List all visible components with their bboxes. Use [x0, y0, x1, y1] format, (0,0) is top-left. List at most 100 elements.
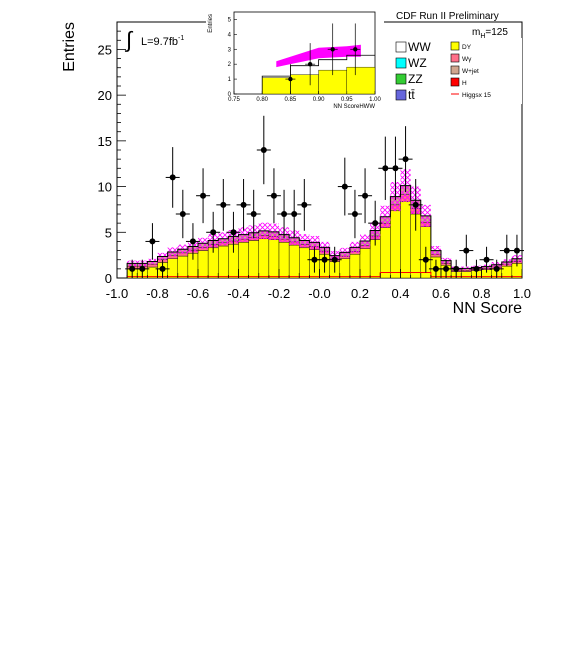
main-data-point-18	[311, 256, 318, 263]
inset-x-tick-label-5: 1.00	[369, 97, 381, 103]
mass-value: =125	[485, 27, 508, 38]
main-data-point-10	[230, 229, 237, 236]
main-data-point-19	[321, 256, 328, 263]
inset-y-tick-label-0: 0	[228, 92, 232, 98]
legend-label-wz: WZ	[408, 56, 427, 70]
luminosity-label: ∫ L=9.7fb-1	[124, 27, 184, 52]
main-data-point-27	[402, 156, 409, 163]
legend: WW WZ ZZ tt̄ DY Wγ W+jet H Higgsx 15	[390, 38, 522, 104]
inset-x-axis-title: NN ScoreHWW	[333, 104, 375, 110]
main-y-tick-label-2: 10	[98, 180, 112, 195]
main-data-point-15	[281, 211, 288, 217]
luminosity-text: L=9.7fb-1	[141, 35, 184, 48]
inset-bar-dy-3	[346, 66, 376, 95]
main-data-point-25	[382, 165, 389, 172]
main-data-point-34	[473, 265, 480, 272]
main-x-tick-label-10: 1.0	[513, 286, 531, 301]
inset-x-tick-label-4: 0.95	[341, 97, 353, 103]
main-bar-dy-9	[218, 245, 229, 279]
main-data-point-12	[250, 211, 257, 217]
main-bar-dy-13	[258, 238, 270, 279]
inset-data-point-2	[330, 47, 335, 52]
main-data-point-28	[412, 201, 419, 208]
main-data-point-8	[210, 229, 217, 236]
main-bar-dy-12	[248, 240, 259, 279]
inset-y-tick-label-2: 2	[228, 62, 232, 68]
legend-swatch-3	[395, 89, 407, 101]
main-data-point-31	[443, 265, 450, 272]
luminosity-value: L=9.7fb	[141, 36, 178, 48]
main-y-tick-label-0: 0	[105, 271, 112, 286]
inset-signal-band	[276, 44, 361, 68]
main-x-tick-label-0: -1.0	[106, 286, 128, 301]
inset-y-tick-label-3: 3	[228, 47, 232, 53]
legend-label-h: H	[462, 80, 467, 87]
legend-swatch-right-1	[450, 53, 460, 63]
inset-x-tick-label-2: 0.85	[285, 97, 297, 103]
inset-y-tick-label-1: 1	[228, 77, 232, 83]
inset-data-point-0	[288, 76, 293, 82]
main-bar-dy-5	[177, 255, 189, 279]
main-y-tick-label-5: 25	[98, 42, 112, 57]
main-data-point-24	[372, 220, 379, 227]
legend-swatch-right-0	[450, 41, 460, 51]
inset-signal-band-area	[276, 44, 361, 68]
main-bar-dy-25	[380, 227, 391, 279]
legend-swatch-0	[395, 41, 407, 53]
inset-x-tick-label-0: 0.75	[228, 97, 240, 103]
main-x-tick-label-1: -0.8	[146, 286, 168, 301]
inset-y-tick-label-5: 5	[228, 17, 232, 23]
main-data-point-20	[331, 256, 338, 263]
main-data-point-4	[169, 174, 176, 181]
main-bar-w--33	[461, 270, 472, 272]
main-data-point-36	[493, 265, 500, 272]
inset-data-points	[285, 23, 361, 94]
main-data-point-22	[351, 211, 358, 217]
main-bar-dy-22	[349, 254, 361, 279]
main-data-point-6	[189, 238, 196, 245]
legend-swatch-right-3	[450, 77, 460, 87]
main-data-point-32	[453, 265, 460, 272]
main-data-points	[125, 115, 524, 278]
main-bar-dy-14	[268, 239, 280, 279]
legend-swatch-1	[395, 57, 407, 69]
main-data-point-7	[200, 192, 207, 199]
main-data-point-21	[341, 183, 348, 190]
mass-label: mH=125	[472, 27, 508, 40]
main-y-tick-label-3: 15	[98, 134, 112, 149]
main-data-point-29	[422, 256, 429, 263]
legend-swatch-2	[395, 73, 407, 85]
inset-data-point-1	[307, 61, 313, 67]
inset-y-tick-label-4: 4	[228, 32, 232, 38]
luminosity-exponent: -1	[178, 35, 184, 42]
main-x-tick-label-5: -0.0	[308, 286, 330, 301]
inset-x-axis: 0.75 0.80 0.85 0.90 0.95 1.00	[228, 91, 381, 103]
main-bar-dy-15	[278, 242, 290, 279]
main-data-point-37	[503, 247, 510, 254]
main-data-point-13	[260, 147, 267, 153]
main-x-axis: -1.0 -0.8 -0.6 -0.4 -0.2 -0.0 0.2 0.4 0.6 0.8 1.0	[106, 269, 531, 301]
main-data-point-11	[240, 201, 247, 208]
main-data-point-23	[362, 192, 369, 199]
main-higgs-signal-line	[127, 272, 522, 278]
main-bar-w--2	[147, 264, 158, 268]
main-bar-dy-11	[238, 242, 249, 279]
main-bar-dy-7	[197, 250, 209, 279]
legend-label-higgsx-15: Higgsx 15	[462, 92, 491, 99]
main-data-point-26	[392, 165, 399, 172]
legend-label-zz: ZZ	[408, 72, 423, 86]
mass-subscript: H	[480, 33, 485, 40]
main-data-point-5	[179, 211, 186, 217]
main-data-point-2	[149, 238, 156, 245]
main-data-point-38	[513, 247, 520, 254]
inset-bar-dy-1	[290, 74, 319, 95]
main-y-tick-label-1: 5	[105, 225, 112, 240]
y-axis-title: Entries	[61, 22, 78, 72]
inset-y-axis: 0 1 2 3 4 5	[228, 17, 237, 98]
main-bar-dy-21	[339, 258, 351, 279]
legend-label-dy: DY	[462, 44, 472, 51]
main-data-point-33	[463, 247, 470, 254]
legend-label-w-jet: W+jet	[462, 68, 479, 75]
